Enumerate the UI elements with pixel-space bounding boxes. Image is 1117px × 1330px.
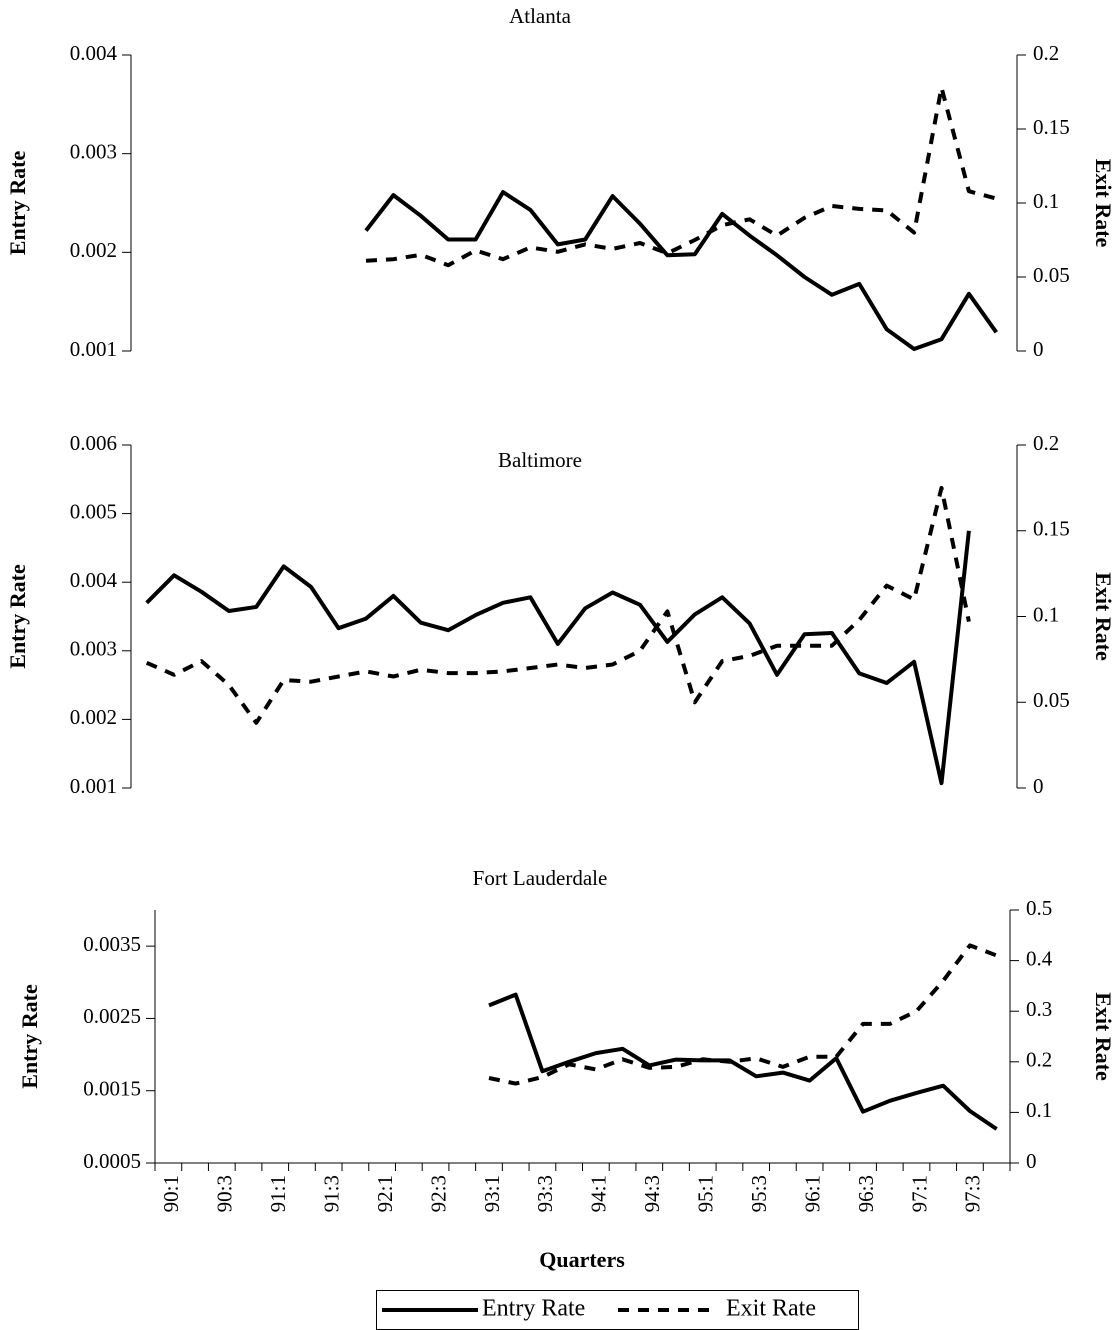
legend-label: Entry Rate [482,1296,585,1322]
y2-tick-label: 0 [1033,774,1044,798]
x-tick-label: 94:1 [587,1175,611,1212]
y-tick-label: 0.0035 [83,932,141,956]
legend-label: Exit Rate [726,1296,816,1322]
y2-tick-label: 0.4 [1026,946,1053,970]
y2-tick-label: 0.5 [1026,896,1052,920]
x-tick-label: 90:1 [159,1175,183,1212]
y-tick-label: 0.003 [70,139,117,163]
x-tick-label: 96:1 [800,1175,824,1212]
x-tick-label: 96:3 [854,1175,878,1212]
y-tick-label: 0.004 [70,41,118,65]
y-axis-title: Entry Rate [5,564,30,669]
y-axis-title: Entry Rate [5,151,30,256]
series-line [364,190,998,351]
y-tick-label: 0.005 [70,499,117,523]
y2-tick-label: 0.1 [1033,189,1059,213]
y-tick-label: 0.0005 [83,1149,141,1173]
y2-tick-label: 0 [1033,337,1044,361]
y2-tick-label: 0.15 [1033,517,1070,541]
y2-tick-label: 0.05 [1033,688,1070,712]
y-tick-label: 0.001 [70,774,117,798]
y2-axis-title: Exit Rate [1091,572,1116,661]
x-tick-label: 95:1 [694,1175,718,1212]
y2-axis-title: Exit Rate [1091,159,1116,248]
series-line [145,485,971,725]
chart-title: Baltimore [498,448,582,472]
x-tick-label: 93:1 [480,1175,504,1212]
x-tick-label: 91:3 [319,1175,343,1212]
y2-tick-label: 0.1 [1033,602,1059,626]
x-tick-label: 94:3 [640,1175,664,1212]
series-line [145,530,971,786]
series-line [488,943,998,1086]
y-tick-label: 0.004 [70,568,118,592]
x-tick-label: 97:3 [961,1175,985,1212]
x-axis-title: Quarters [539,1247,625,1272]
y2-tick-label: 0.2 [1033,431,1059,455]
y-axis-title: Entry Rate [17,984,42,1089]
series-line [365,85,997,268]
x-tick-label: 91:1 [266,1175,290,1212]
y2-tick-label: 0.15 [1033,115,1070,139]
x-tick-label: 92:3 [426,1175,450,1212]
x-tick-label: 95:3 [747,1175,771,1212]
x-tick-label: 97:1 [907,1175,931,1212]
y2-tick-label: 0.05 [1033,263,1070,287]
y-tick-label: 0.0015 [83,1077,141,1101]
y-tick-label: 0.002 [70,238,117,262]
y-tick-label: 0.006 [70,431,117,455]
chart-title: Atlanta [509,4,571,28]
y2-tick-label: 0 [1026,1149,1037,1173]
y-tick-label: 0.003 [70,637,117,661]
y-tick-label: 0.001 [70,337,117,361]
y2-tick-label: 0.2 [1033,41,1059,65]
y-tick-label: 0.002 [70,705,117,729]
y2-tick-label: 0.1 [1026,1098,1052,1122]
chart-title: Fort Lauderdale [473,866,608,890]
x-tick-label: 93:3 [533,1175,557,1212]
x-tick-label: 90:3 [213,1175,237,1212]
y2-tick-label: 0.3 [1026,997,1052,1021]
y-tick-label: 0.0025 [83,1004,141,1028]
x-tick-label: 92:1 [373,1175,397,1212]
series-line [488,992,998,1131]
y2-axis-title: Exit Rate [1091,992,1116,1081]
y2-tick-label: 0.2 [1026,1048,1052,1072]
